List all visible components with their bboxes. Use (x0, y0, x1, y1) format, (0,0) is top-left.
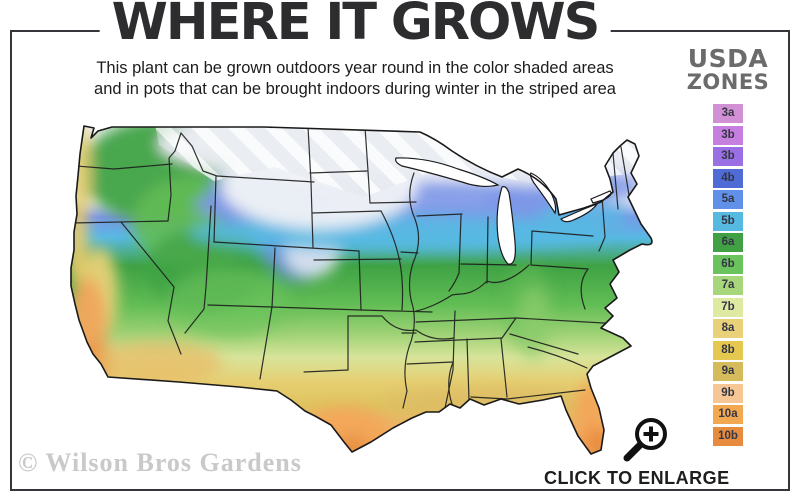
zone-chip-3b: 3b (713, 125, 743, 145)
us-outline (70, 125, 653, 455)
click-to-enlarge-label[interactable]: CLICK TO ENLARGE (536, 468, 738, 489)
subtitle: This plant can be grown outdoors year ro… (35, 58, 675, 101)
zone-chip-7b: 7b (713, 297, 743, 317)
page-title: WHERE IT GROWS (99, 0, 611, 50)
usda-hardiness-zone-map[interactable] (64, 111, 680, 463)
state-borders (71, 126, 631, 409)
subtitle-line-1: This plant can be grown outdoors year ro… (96, 59, 614, 77)
zone-chip-10a: 10a (713, 405, 743, 425)
zone-list: 3a 3b 3b 4b 5a 5b 6a 6b 7a 7b 8a 8b 9a 9b 10a 10b (686, 104, 770, 446)
zone-chip-6b: 6b (713, 254, 743, 274)
subtitle-line-2: and in pots that can be brought indoors … (94, 80, 616, 99)
zone-chip-5a: 5a (713, 190, 743, 210)
legend-heading-zones: ZONES (686, 70, 770, 94)
zone-chip-3b: 3b (713, 147, 743, 167)
magnifier-zoom-in-icon[interactable] (614, 412, 684, 468)
zone-chip-8a: 8a (713, 319, 743, 339)
zone-chip-4b: 4b (713, 168, 743, 188)
zone-chip-3a: 3a (713, 104, 743, 124)
lake-erie (560, 202, 599, 223)
zone-chip-5b: 5b (713, 211, 743, 231)
legend-heading-usda: USDA (687, 44, 769, 73)
zone-chip-9a: 9a (713, 362, 743, 382)
lake-huron (529, 172, 557, 215)
lake-michigan (496, 186, 516, 265)
zone-chip-7a: 7a (713, 276, 743, 296)
watermark: © Wilson Bros Gardens (18, 448, 302, 477)
us-map-svg (70, 125, 653, 455)
lake-superior (395, 157, 500, 188)
click-to-enlarge[interactable]: CLICK TO ENLARGE (536, 412, 784, 492)
zone-color-fill (71, 126, 652, 454)
zone-chip-9b: 9b (713, 383, 743, 403)
zone-chip-6a: 6a (713, 233, 743, 253)
zone-chip-10b: 10b (713, 426, 743, 446)
usda-zones-legend: USDA ZONES 3a 3b 3b 4b 5a 5b 6a 6b 7a 7b 8a 8b 9a 9b 1… (686, 46, 770, 446)
zone-chip-8b: 8b (713, 340, 743, 360)
